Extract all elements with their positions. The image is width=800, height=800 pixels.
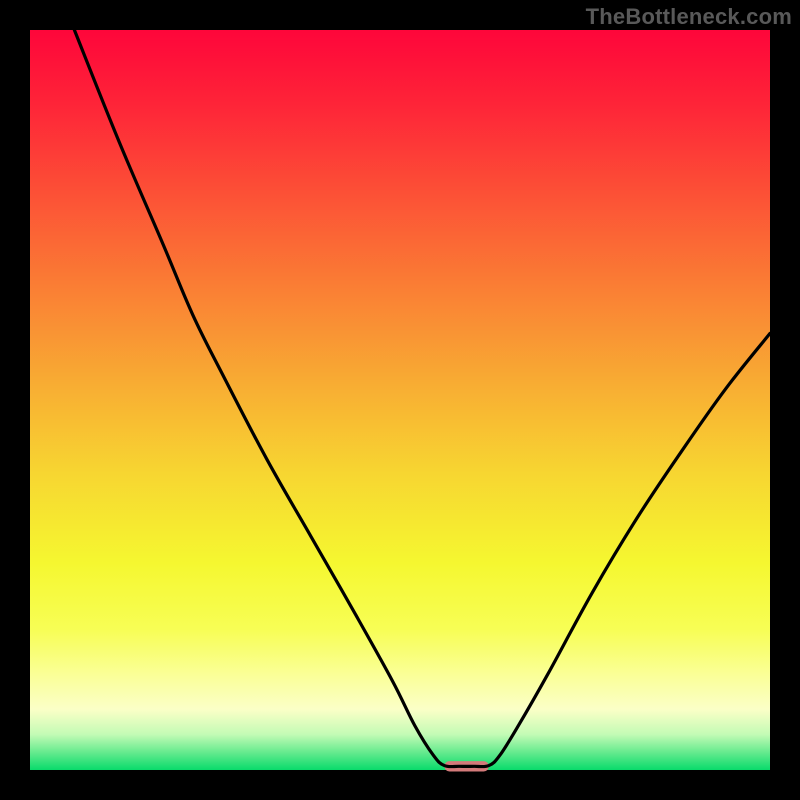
watermark-text: TheBottleneck.com [586, 4, 792, 30]
chart-container: TheBottleneck.com [0, 0, 800, 800]
bottleneck-chart [0, 0, 800, 800]
chart-gradient-background [30, 30, 770, 770]
